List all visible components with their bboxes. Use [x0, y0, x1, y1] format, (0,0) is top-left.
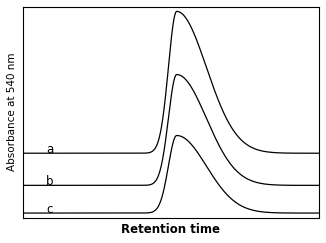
Text: a: a [46, 143, 53, 156]
Text: c: c [46, 203, 52, 216]
Y-axis label: Absorbance at 540 nm: Absorbance at 540 nm [7, 53, 17, 172]
X-axis label: Retention time: Retention time [121, 223, 220, 236]
Text: b: b [46, 175, 54, 188]
